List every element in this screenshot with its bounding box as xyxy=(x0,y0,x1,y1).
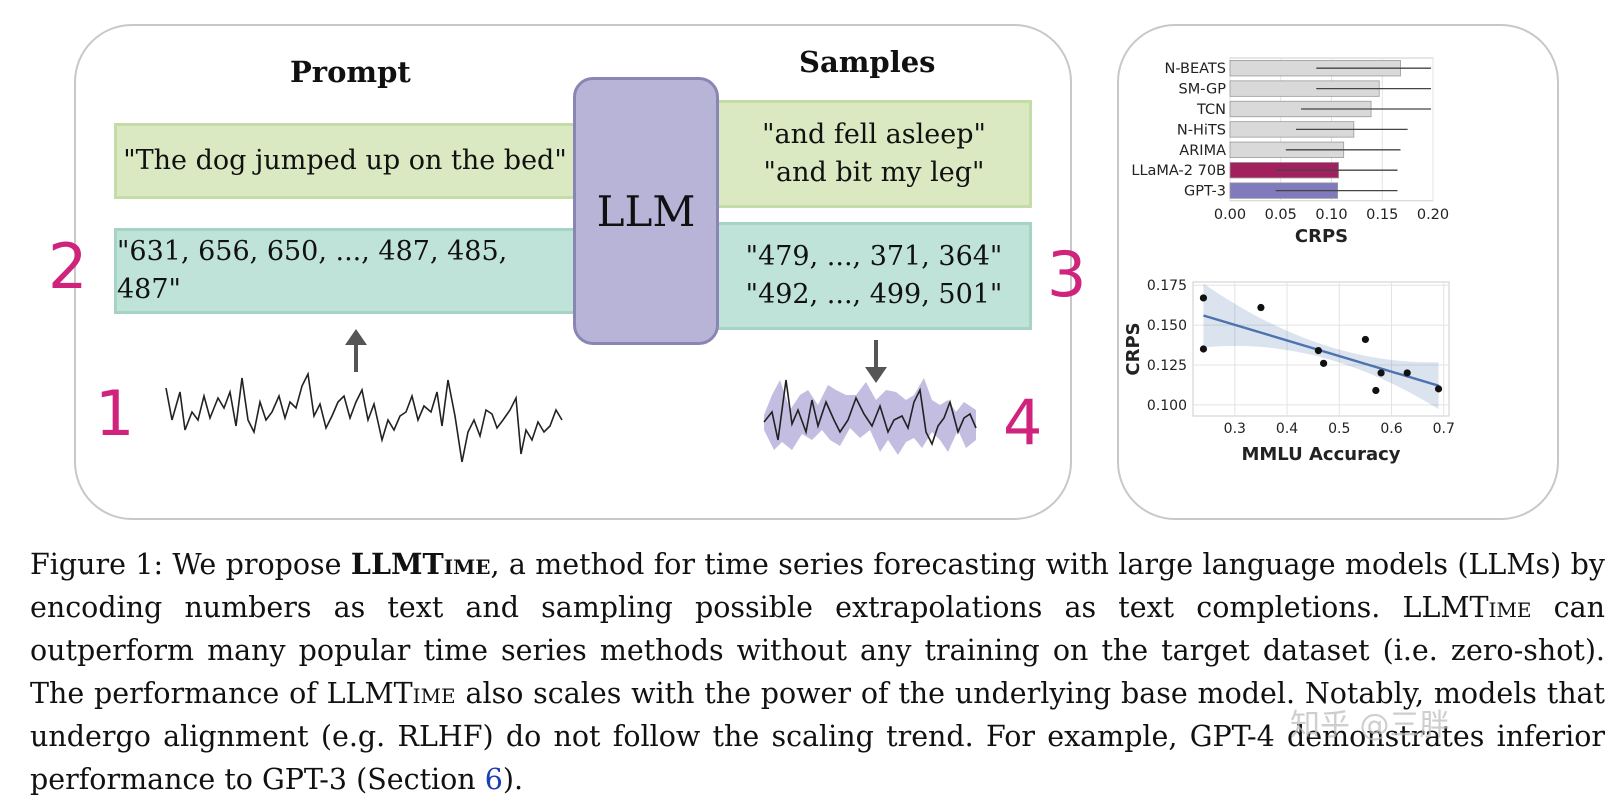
forecast-uncertainty-band xyxy=(764,378,976,455)
forecast-series-line xyxy=(763,379,977,447)
method-name-3: LLMTime xyxy=(326,677,456,710)
bar-x-tick-label: 0.10 xyxy=(1315,207,1347,223)
scatter-point xyxy=(1257,303,1265,312)
scatter-y-axis-label: CRPS xyxy=(1123,322,1144,375)
sample-numbers-1: "479, ..., 371, 364" xyxy=(745,241,1003,272)
section-link[interactable]: 6 xyxy=(484,763,503,796)
scatter-x-tick-label: 0.6 xyxy=(1380,421,1402,437)
sample-text-1: "and fell asleep" xyxy=(762,119,986,150)
scatter-y-tick-label: 0.100 xyxy=(1147,398,1187,414)
caption-text-3: also scales with the power of the underl… xyxy=(30,677,1605,796)
caption-suffix: ). xyxy=(502,763,524,796)
bar-category-label: N-BEATS xyxy=(1164,61,1226,77)
llm-label: LLM xyxy=(596,186,696,236)
method-name-2: LLMTime xyxy=(1402,591,1532,624)
step-number-4: 4 xyxy=(1003,386,1043,459)
bar-x-tick-label: 0.05 xyxy=(1265,207,1297,223)
bar-category-label: GPT-3 xyxy=(1184,184,1226,200)
sample-text-box: "and fell asleep" "and bit my leg" xyxy=(716,100,1032,208)
bar-category-label: LLaMA-2 70B xyxy=(1131,163,1226,179)
caption-paragraph: Figure 1: We propose LLMTime, a method f… xyxy=(30,543,1605,801)
scatter-x-tick-label: 0.7 xyxy=(1433,421,1455,437)
prompt-numbers-box: "631, 656, 650, ..., 487, 485, 487" xyxy=(114,228,576,314)
diagram-graphics xyxy=(165,329,977,463)
bar-x-tick-label: 0.15 xyxy=(1366,207,1398,223)
scatter-point xyxy=(1314,346,1322,355)
bar-x-axis-label: CRPS xyxy=(1295,226,1348,247)
samples-heading: Samples xyxy=(799,45,936,79)
crps-bar-chart: 0.00 0.05 0.10 0.15 0.20 N-BEATS SM-GP TCN N-HiT… xyxy=(1131,57,1449,247)
caption-prefix: Figure 1: We propose xyxy=(30,548,351,581)
bar-category-label: TCN xyxy=(1196,102,1226,118)
step-number-2: 2 xyxy=(48,230,88,303)
llm-block: LLM xyxy=(573,77,719,345)
prompt-heading: Prompt xyxy=(290,55,411,89)
scatter-x-tick-label: 0.3 xyxy=(1224,421,1246,437)
sample-text-2: "and bit my leg" xyxy=(763,157,985,188)
bar-x-tick-label: 0.00 xyxy=(1214,207,1246,223)
scatter-point xyxy=(1320,359,1328,367)
scatter-point xyxy=(1377,369,1385,377)
scatter-point xyxy=(1372,386,1380,395)
bar-x-tick-label: 0.20 xyxy=(1417,207,1449,223)
sample-numbers-2: "492, ..., 499, 501" xyxy=(745,279,1003,310)
up-arrow-icon xyxy=(345,329,367,372)
scatter-point xyxy=(1199,294,1208,302)
bar-category-label: N-HiTS xyxy=(1177,122,1226,138)
input-series-line xyxy=(165,371,563,463)
sample-numbers-box: "479, ..., 371, 364" "492, ..., 499, 501… xyxy=(716,222,1032,330)
trend-confidence-band xyxy=(1203,283,1439,410)
prompt-text: "The dog jumped up on the bed" xyxy=(123,145,567,176)
scatter-x-axis-label: MMLU Accuracy xyxy=(1241,444,1400,465)
mmlu-scatter-chart: 0.3 0.4 0.5 0.6 0.7 0.100 0.125 0.150 0.175 MMLU … xyxy=(1123,278,1455,465)
scatter-y-tick-label: 0.125 xyxy=(1147,358,1187,374)
caption-text-1: , a method for time series forecasting w… xyxy=(30,548,1605,624)
scatter-x-tick-label: 0.5 xyxy=(1328,421,1350,437)
scatter-point xyxy=(1434,385,1443,393)
prompt-numbers: "631, 656, 650, ..., 487, 485, 487" xyxy=(117,236,508,305)
step-number-1: 1 xyxy=(95,377,135,450)
scatter-point xyxy=(1361,335,1370,344)
watermark: 知乎 @三胖 xyxy=(1290,708,1450,743)
method-name: LLMTime xyxy=(350,547,491,581)
scatter-y-tick-label: 0.150 xyxy=(1147,318,1187,334)
figure-caption: Figure 1: We propose LLMTime, a method f… xyxy=(30,543,1605,801)
down-arrow-icon xyxy=(865,340,887,383)
scatter-x-tick-label: 0.4 xyxy=(1276,421,1298,437)
step-number-3: 3 xyxy=(1047,238,1087,311)
scatter-y-tick-label: 0.175 xyxy=(1147,278,1187,294)
bar-category-label: ARIMA xyxy=(1179,143,1226,159)
scatter-point xyxy=(1403,369,1411,377)
bar-category-label: SM-GP xyxy=(1179,82,1227,98)
scatter-point xyxy=(1199,345,1208,353)
caption-text-2: can outperform many popular time series … xyxy=(30,591,1605,710)
